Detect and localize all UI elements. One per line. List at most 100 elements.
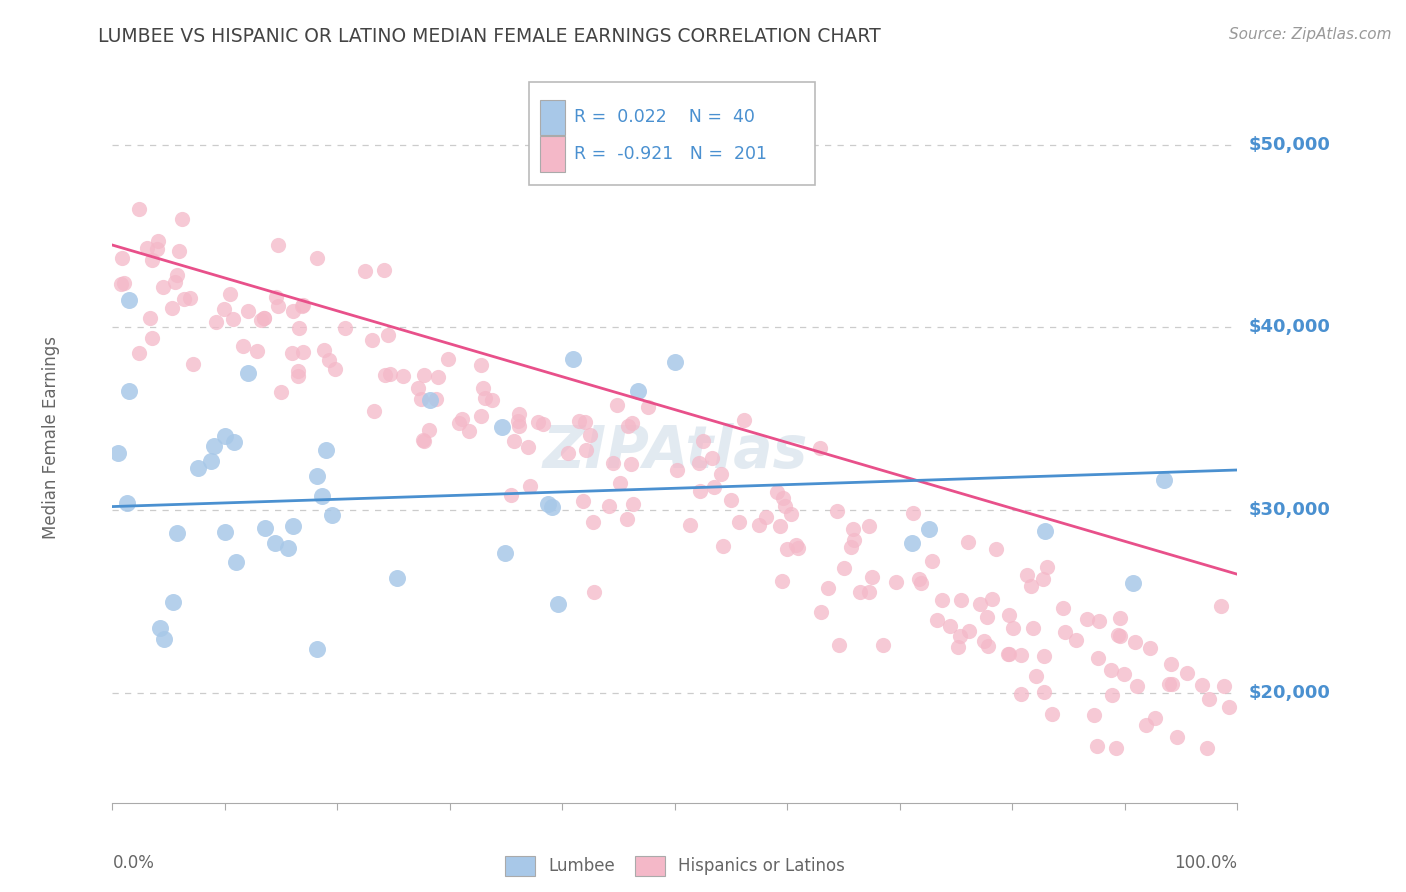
Point: [200, 454, 222, 468]
Point: [621, 416, 644, 430]
Point: [418, 423, 440, 437]
Point: [373, 263, 395, 277]
Point: [860, 570, 883, 584]
Point: [832, 560, 855, 574]
Point: [1083, 708, 1105, 723]
Point: [232, 339, 254, 353]
Point: [152, 280, 174, 294]
Point: [315, 442, 337, 457]
Point: [1105, 740, 1128, 755]
Point: [112, 276, 135, 290]
Point: [770, 574, 793, 588]
Point: [283, 519, 305, 533]
Point: [575, 443, 598, 458]
Point: [1015, 567, 1038, 582]
Point: [470, 409, 492, 423]
Point: [110, 277, 132, 291]
Point: [305, 251, 328, 265]
Legend: Lumbee, Hispanics or Latinos: Lumbee, Hispanics or Latinos: [498, 850, 852, 882]
Point: [267, 299, 290, 313]
Point: [409, 392, 432, 406]
Point: [363, 404, 385, 418]
Point: [772, 491, 794, 506]
Point: [214, 429, 236, 443]
Point: [406, 381, 429, 395]
Point: [755, 510, 778, 524]
Point: [858, 585, 880, 599]
Point: [419, 392, 441, 407]
Point: [973, 634, 995, 648]
Point: [825, 503, 848, 517]
Point: [128, 202, 150, 216]
Point: [1076, 612, 1098, 626]
Point: [858, 519, 880, 533]
Point: [527, 416, 550, 430]
Point: [318, 353, 340, 368]
Point: [1123, 634, 1146, 648]
Point: [582, 515, 605, 529]
Point: [900, 535, 922, 549]
Point: [765, 485, 787, 500]
Point: [1157, 677, 1180, 691]
Point: [392, 369, 415, 384]
Point: [246, 343, 269, 358]
Point: [537, 497, 560, 511]
Point: [1033, 524, 1056, 539]
Point: [917, 523, 939, 537]
Point: [775, 499, 797, 513]
Point: [637, 400, 659, 414]
Point: [519, 479, 541, 493]
Point: [160, 301, 183, 315]
Point: [733, 413, 755, 427]
Point: [503, 434, 526, 448]
Point: [1066, 632, 1088, 647]
Bar: [540, 100, 565, 135]
Text: R =  0.022    N =  40: R = 0.022 N = 40: [574, 109, 755, 127]
Point: [287, 321, 309, 335]
Point: [969, 597, 991, 611]
Point: [842, 533, 865, 547]
Point: [281, 304, 304, 318]
Point: [997, 648, 1019, 662]
Point: [179, 291, 201, 305]
Point: [212, 301, 235, 316]
Point: [664, 355, 686, 369]
Point: [163, 275, 186, 289]
Point: [238, 304, 260, 318]
Point: [582, 584, 605, 599]
Point: [1052, 601, 1074, 615]
Point: [494, 546, 516, 560]
Point: [141, 331, 163, 345]
Point: [1122, 576, 1144, 591]
Point: [977, 639, 1000, 653]
Point: [849, 585, 872, 599]
Point: [780, 507, 803, 521]
Point: [1010, 687, 1032, 701]
Point: [508, 408, 530, 422]
Point: [291, 300, 314, 314]
Point: [598, 499, 620, 513]
Point: [377, 328, 399, 343]
Point: [470, 358, 492, 372]
Point: [166, 526, 188, 541]
Point: [787, 541, 810, 555]
Point: [949, 629, 972, 643]
Point: [281, 345, 304, 359]
Point: [353, 263, 375, 277]
Point: [808, 442, 831, 456]
Point: [710, 467, 733, 482]
Point: [412, 434, 434, 448]
Point: [602, 457, 624, 471]
Point: [333, 321, 356, 335]
Point: [508, 414, 530, 428]
Point: [458, 424, 481, 438]
Point: [579, 427, 602, 442]
Point: [413, 368, 436, 382]
Point: [202, 439, 225, 453]
Point: [1160, 676, 1182, 690]
Point: [557, 446, 579, 460]
Point: [146, 243, 169, 257]
Point: [135, 241, 157, 255]
Point: [957, 624, 980, 639]
Point: [910, 576, 932, 591]
